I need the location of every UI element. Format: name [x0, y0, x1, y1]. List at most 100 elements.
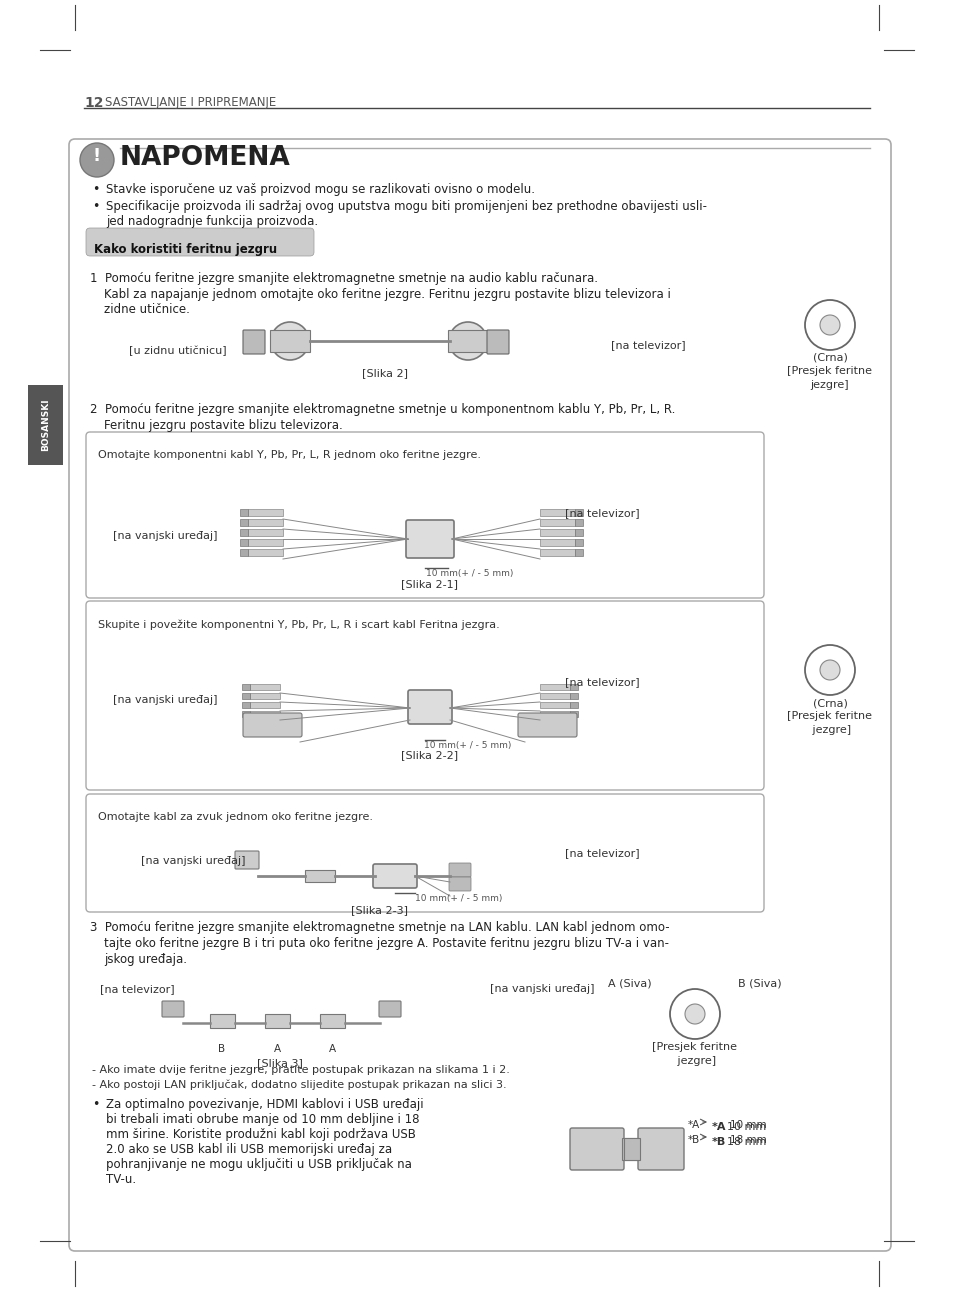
- Circle shape: [684, 1004, 704, 1024]
- Bar: [240, 509, 248, 516]
- FancyBboxPatch shape: [486, 330, 509, 354]
- Text: •: •: [91, 183, 99, 196]
- Bar: [270, 330, 310, 352]
- FancyBboxPatch shape: [373, 864, 416, 888]
- Text: B (Siva): B (Siva): [738, 979, 781, 989]
- Text: jezgre]: jezgre]: [810, 380, 848, 390]
- Text: [Slika 2-1]: [Slika 2-1]: [401, 578, 458, 589]
- Text: tajte oko feritne jezgre B i tri puta oko feritne jezgre A. Postavite feritnu je: tajte oko feritne jezgre B i tri puta ok…: [104, 937, 668, 950]
- Text: Specifikacije proizvoda ili sadržaj ovog uputstva mogu biti promijenjeni bez pre: Specifikacije proizvoda ili sadržaj ovog…: [106, 200, 706, 213]
- Text: A (Siva): A (Siva): [608, 979, 651, 989]
- Bar: [250, 684, 280, 689]
- Text: [na televizor]: [na televizor]: [610, 340, 685, 350]
- Text: [u zidnu utičnicu]: [u zidnu utičnicu]: [129, 346, 227, 356]
- Text: [na vanjski uređaj]: [na vanjski uređaj]: [141, 856, 245, 866]
- Text: Skupite i povežite komponentni Y, Pb, Pr, L, R i scart kabl Feritna jezgra.: Skupite i povežite komponentni Y, Pb, Pr…: [98, 618, 499, 630]
- Text: *A: *A: [687, 1121, 700, 1130]
- Text: [na televizor]: [na televizor]: [564, 676, 639, 687]
- Bar: [623, 1137, 639, 1161]
- Circle shape: [804, 646, 854, 695]
- Circle shape: [449, 321, 486, 360]
- Bar: [248, 509, 283, 516]
- Text: [Slika 2-3]: [Slika 2-3]: [351, 905, 408, 915]
- Text: (Crna): (Crna): [812, 352, 846, 363]
- FancyBboxPatch shape: [234, 851, 258, 869]
- Bar: [569, 693, 578, 698]
- Bar: [242, 693, 250, 698]
- Circle shape: [271, 321, 309, 360]
- Text: 1  Pomoću feritne jezgre smanjite elektromagnetne smetnje na audio kablu računar: 1 Pomoću feritne jezgre smanjite elektro…: [90, 272, 598, 285]
- Bar: [539, 693, 569, 698]
- Text: zidne utičnice.: zidne utičnice.: [104, 303, 190, 316]
- Bar: [305, 870, 335, 882]
- Text: *B: *B: [687, 1135, 700, 1145]
- Text: jezgre]: jezgre]: [673, 1056, 716, 1066]
- FancyBboxPatch shape: [86, 602, 763, 790]
- Bar: [575, 509, 582, 516]
- Text: !: !: [92, 147, 101, 165]
- Text: [na vanjski uređaj]: [na vanjski uređaj]: [490, 984, 594, 994]
- Text: *B: *B: [711, 1137, 725, 1146]
- FancyBboxPatch shape: [406, 520, 454, 558]
- Text: [Presjek feritne: [Presjek feritne: [652, 1042, 737, 1052]
- FancyBboxPatch shape: [449, 877, 471, 891]
- Circle shape: [820, 315, 840, 334]
- Bar: [242, 702, 250, 707]
- FancyBboxPatch shape: [69, 139, 890, 1251]
- Bar: [575, 549, 582, 556]
- Bar: [240, 519, 248, 525]
- Text: jezgre]: jezgre]: [808, 726, 850, 735]
- Bar: [265, 1013, 290, 1028]
- Text: 3  Pomoću feritne jezgre smanjite elektromagnetne smetnje na LAN kablu. LAN kabl: 3 Pomoću feritne jezgre smanjite elektro…: [90, 920, 669, 933]
- Text: 10 mm(+ / - 5 mm): 10 mm(+ / - 5 mm): [415, 893, 502, 902]
- Text: Omotajte kabl za zvuk jednom oko feritne jezgre.: Omotajte kabl za zvuk jednom oko feritne…: [98, 812, 373, 822]
- Text: 2  Pomoću feritne jezgre smanjite elektromagnetne smetnje u komponentnom kablu Y: 2 Pomoću feritne jezgre smanjite elektro…: [90, 403, 675, 416]
- Text: 10 mm(+ / - 5 mm): 10 mm(+ / - 5 mm): [426, 569, 513, 578]
- Text: A: A: [328, 1044, 335, 1053]
- Bar: [210, 1013, 234, 1028]
- Text: Feritnu jezgru postavite blizu televizora.: Feritnu jezgru postavite blizu televizor…: [104, 420, 342, 432]
- Bar: [621, 1137, 639, 1161]
- Text: [Slika 2]: [Slika 2]: [361, 368, 408, 378]
- Text: 12: 12: [84, 96, 103, 110]
- FancyBboxPatch shape: [517, 713, 577, 737]
- FancyBboxPatch shape: [449, 862, 471, 877]
- Bar: [250, 702, 280, 707]
- FancyBboxPatch shape: [86, 229, 314, 256]
- Circle shape: [820, 660, 840, 680]
- Bar: [539, 540, 575, 546]
- Text: Omotajte komponentni kabl Y, Pb, Pr, L, R jednom oko feritne jezgre.: Omotajte komponentni kabl Y, Pb, Pr, L, …: [98, 451, 480, 460]
- Text: [Slika 3]: [Slika 3]: [256, 1059, 303, 1068]
- Circle shape: [669, 989, 720, 1039]
- Text: A: A: [274, 1044, 280, 1053]
- Text: BOSANSKI: BOSANSKI: [41, 399, 50, 452]
- Bar: [319, 1013, 345, 1028]
- Bar: [248, 549, 283, 556]
- Text: Kabl za napajanje jednom omotajte oko feritne jezgre. Feritnu jezgru postavite b: Kabl za napajanje jednom omotajte oko fe…: [104, 288, 670, 301]
- FancyBboxPatch shape: [569, 1128, 623, 1170]
- Bar: [569, 702, 578, 707]
- Text: - Ako imate dvije feritne jezgre, pratite postupak prikazan na slikama 1 i 2.: - Ako imate dvije feritne jezgre, pratit…: [91, 1065, 509, 1075]
- Bar: [242, 684, 250, 689]
- Text: [na vanjski uređaj]: [na vanjski uređaj]: [112, 695, 217, 705]
- Bar: [569, 711, 578, 717]
- Text: mm širine. Koristite produžni kabl koji podržava USB: mm širine. Koristite produžni kabl koji …: [106, 1128, 416, 1141]
- Text: 10 mm: 10 mm: [720, 1122, 765, 1132]
- Text: •: •: [91, 1099, 99, 1112]
- Bar: [539, 711, 569, 717]
- Text: (Crna): (Crna): [812, 698, 846, 707]
- Circle shape: [80, 143, 113, 177]
- FancyBboxPatch shape: [162, 1001, 184, 1017]
- Text: pohranjivanje ne mogu uključiti u USB priključak na: pohranjivanje ne mogu uključiti u USB pr…: [106, 1158, 412, 1171]
- Text: [na televizor]: [na televizor]: [100, 984, 174, 994]
- Text: [Slika 2-2]: [Slika 2-2]: [401, 750, 458, 760]
- Bar: [575, 529, 582, 536]
- Text: 18 mm: 18 mm: [729, 1135, 766, 1145]
- Bar: [248, 540, 283, 546]
- Bar: [539, 529, 575, 536]
- Bar: [240, 529, 248, 536]
- Text: [na televizor]: [na televizor]: [564, 848, 639, 859]
- Bar: [28, 385, 63, 465]
- Bar: [623, 1143, 638, 1155]
- Bar: [575, 540, 582, 546]
